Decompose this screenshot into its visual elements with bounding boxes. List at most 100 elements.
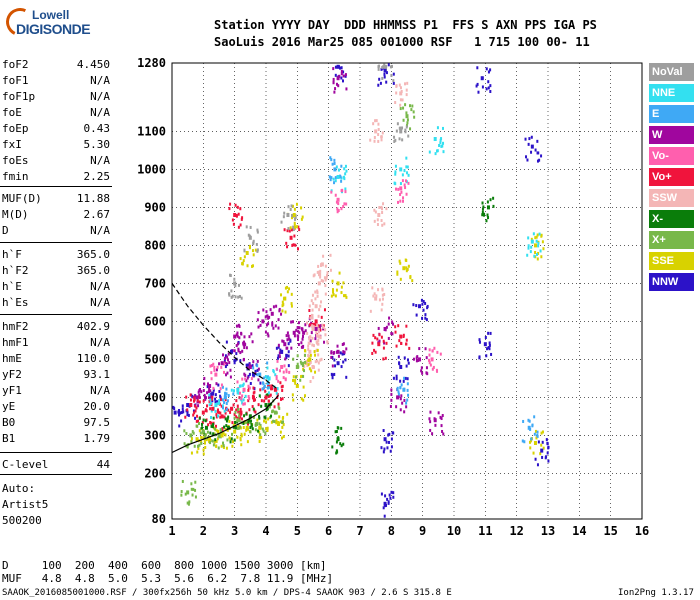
trace-dot	[340, 291, 343, 295]
trace-dot	[247, 418, 250, 422]
trace-dot	[285, 241, 288, 245]
trace-dot	[405, 324, 408, 328]
param-name: M(D)	[2, 208, 29, 221]
data-point	[220, 361, 224, 366]
trace-dot	[322, 324, 325, 328]
trace-dot	[340, 72, 343, 76]
trace-dot	[330, 351, 333, 355]
trace-dot	[215, 413, 218, 417]
trace-dot	[196, 398, 199, 402]
parameter-panel: foF2 4.450 foF1 N/A foF1p N/A foE N/A foEp 0.43 fx…	[0, 0, 112, 600]
trace-dot	[396, 200, 399, 204]
trace-dot	[242, 358, 245, 362]
param-value: 44	[96, 458, 110, 471]
data-point	[399, 91, 403, 96]
trace-dot	[420, 298, 423, 302]
trace-dot	[318, 326, 321, 330]
trace-dot	[241, 262, 244, 266]
trace-dot	[245, 225, 248, 229]
trace-dot	[267, 384, 270, 388]
trace-dot	[215, 439, 218, 443]
trace-dot	[188, 500, 191, 504]
trace-dot	[475, 84, 478, 88]
data-point	[251, 372, 255, 377]
trace-dot	[318, 308, 321, 312]
trace-dot	[252, 241, 255, 245]
trace-dot	[209, 420, 212, 424]
trace-dot	[542, 247, 545, 251]
trace-dot	[265, 420, 268, 424]
trace-dot	[344, 73, 347, 77]
trace-dot	[215, 400, 218, 404]
trace-dot	[334, 179, 337, 183]
trace-dot	[281, 425, 284, 429]
trace-dot	[226, 428, 229, 432]
data-point	[236, 418, 240, 423]
trace-dot	[374, 350, 377, 354]
trace-dot	[277, 345, 280, 349]
trace-dot	[266, 393, 269, 397]
trace-dot	[247, 420, 250, 424]
trace-dot	[371, 286, 374, 290]
trace-dot	[378, 298, 381, 302]
trace-dot	[312, 325, 315, 329]
trace-dot	[380, 335, 383, 339]
trace-dot	[297, 342, 300, 346]
trace-dot	[537, 244, 540, 248]
trace-dot	[244, 394, 247, 398]
trace-dot	[373, 348, 376, 352]
trace-dot	[194, 416, 197, 420]
trace-dot	[485, 87, 488, 91]
trace-dot	[243, 414, 246, 418]
trace-dot	[397, 187, 400, 191]
trace-dot	[293, 221, 296, 225]
trace-dot	[275, 304, 278, 308]
trace-dot	[177, 410, 180, 414]
trace-dot	[329, 156, 332, 160]
trace-dot	[286, 229, 289, 233]
trace-dot	[275, 367, 278, 371]
trace-dot	[373, 292, 376, 296]
trace-dot	[296, 326, 299, 330]
trace-dot	[334, 87, 337, 91]
trace-dot	[431, 349, 434, 353]
trace-dot	[330, 190, 333, 194]
data-point	[230, 349, 234, 354]
data-point	[336, 175, 340, 179]
trace-dot	[326, 274, 329, 278]
trace-dot	[316, 323, 319, 327]
trace-dot	[210, 371, 213, 375]
trace-dot	[277, 343, 280, 347]
trace-dot	[319, 269, 322, 273]
trace-dot	[281, 304, 284, 308]
trace-dot	[319, 275, 322, 279]
trace-dot	[282, 340, 285, 344]
data-point	[223, 395, 227, 400]
trace-dot	[247, 399, 250, 403]
trace-dot	[198, 416, 201, 420]
trace-dot	[343, 202, 346, 206]
trace-dot	[219, 396, 222, 400]
trace-dot	[324, 333, 327, 337]
trace-dot	[197, 400, 200, 404]
trace-dot	[284, 286, 287, 290]
trace-dot	[536, 430, 539, 434]
trace-dot	[273, 405, 276, 409]
trace-dot	[299, 360, 302, 364]
trace-dot	[377, 288, 380, 292]
x-tick-label: 10	[447, 524, 461, 538]
data-point	[211, 406, 215, 411]
trace-dot	[317, 338, 320, 342]
trace-dot	[229, 438, 232, 442]
trace-dot	[410, 108, 413, 112]
panel-separator	[0, 474, 112, 475]
trace-dot	[187, 502, 190, 506]
trace-dot	[291, 216, 294, 220]
trace-dot	[536, 463, 539, 467]
trace-dot	[319, 272, 322, 276]
trace-dot	[279, 430, 282, 434]
trace-dot	[319, 328, 322, 332]
trace-dot	[397, 390, 400, 394]
trace-dot	[405, 156, 408, 160]
trace-dot	[251, 249, 254, 253]
